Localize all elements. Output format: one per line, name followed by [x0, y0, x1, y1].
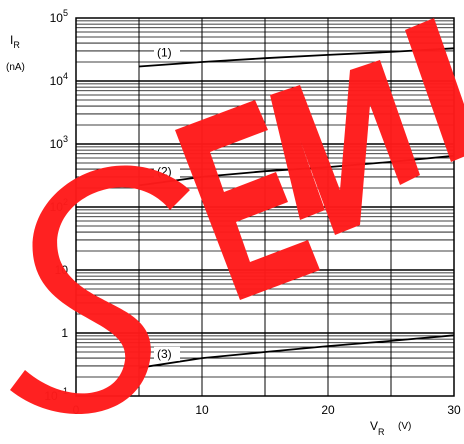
- series-label-1: (1): [157, 45, 172, 59]
- y-axis-title: IR: [10, 33, 20, 50]
- y-axis-unit: (nA): [6, 62, 25, 73]
- x-tick-label: 20: [321, 403, 335, 417]
- series-label-bg: [154, 45, 180, 60]
- watermark: [10, 18, 464, 414]
- series-label-bg: [154, 346, 180, 361]
- series-label-3: (3): [157, 347, 172, 361]
- series-line-1: [138, 47, 455, 68]
- watermark-glyph-1: [10, 165, 190, 414]
- y-tick-label: 1: [61, 326, 68, 340]
- y-tick-label: 104: [50, 71, 68, 88]
- x-tick-labels: 0102030: [73, 403, 461, 417]
- x-axis-unit: (V): [398, 421, 411, 432]
- series-line-3: [138, 334, 455, 369]
- watermark-glyph-2: [175, 100, 320, 300]
- watermark-glyph-3: [270, 60, 420, 235]
- x-tick-label: 10: [195, 403, 209, 417]
- y-tick-label: 105: [50, 8, 68, 25]
- watermark-glyph-4: [405, 18, 464, 162]
- y-tick-label: 103: [50, 134, 68, 151]
- x-tick-label: 30: [447, 403, 461, 417]
- x-axis-title: VR: [370, 419, 385, 437]
